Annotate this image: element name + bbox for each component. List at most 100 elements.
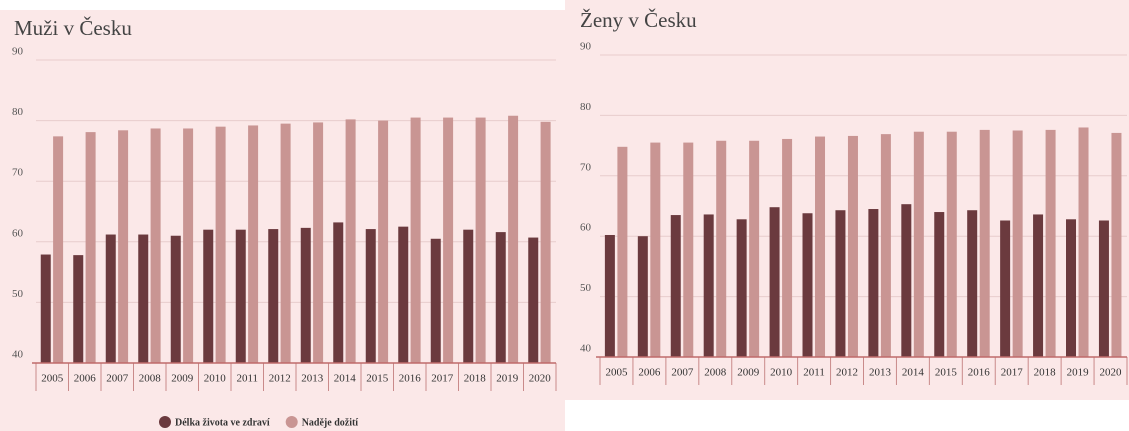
bar (901, 204, 912, 357)
bar (1000, 220, 1011, 357)
bar (1078, 127, 1089, 357)
bar (946, 131, 957, 357)
x-tick-label: 2009 (171, 373, 194, 385)
bar (475, 117, 486, 363)
x-tick-label: 2015 (935, 367, 958, 379)
bar (40, 254, 51, 363)
y-tick-label: 60 (580, 222, 592, 234)
bar (118, 130, 129, 363)
x-tick-label: 2010 (204, 373, 227, 385)
y-tick-label: 80 (12, 106, 24, 118)
bar (203, 229, 214, 363)
x-tick-label: 2016 (968, 367, 991, 379)
bar (815, 136, 826, 357)
bar (268, 229, 279, 363)
x-tick-label: 2008 (139, 373, 162, 385)
x-tick-label: 2020 (1100, 367, 1123, 379)
bar (1033, 214, 1044, 357)
bar (802, 213, 813, 357)
x-tick-label: 2014 (334, 373, 357, 385)
bar (683, 142, 694, 357)
x-tick-label: 2017 (1001, 367, 1024, 379)
bar (430, 238, 441, 363)
x-tick-label: 2017 (431, 373, 454, 385)
bar (769, 207, 780, 357)
bar (847, 135, 858, 357)
bar (1111, 132, 1122, 357)
y-tick-label: 80 (580, 101, 592, 113)
bar (540, 121, 551, 363)
x-tick-label: 2013 (869, 367, 892, 379)
x-tick-label: 2006 (74, 373, 97, 385)
y-tick-label: 90 (580, 41, 592, 53)
bar (248, 125, 259, 363)
bar (333, 222, 344, 363)
y-tick-label: 60 (12, 227, 24, 239)
bar (1066, 219, 1077, 357)
bar (235, 229, 246, 363)
bar (749, 140, 760, 357)
bar (365, 229, 376, 363)
bar (637, 236, 648, 357)
x-tick-label: 2016 (399, 373, 422, 385)
bar (880, 134, 891, 357)
x-tick-label: 2005 (605, 367, 628, 379)
bar (410, 117, 421, 363)
x-tick-label: 2019 (1067, 367, 1090, 379)
x-tick-label: 2015 (366, 373, 389, 385)
bar (508, 115, 519, 363)
bar (782, 138, 793, 357)
x-tick-label: 2008 (704, 367, 727, 379)
x-tick-label: 2007 (106, 373, 129, 385)
bar (73, 255, 84, 363)
bar (85, 132, 96, 363)
y-tick-label: 70 (580, 161, 592, 173)
bar (138, 234, 149, 363)
bar (703, 214, 714, 357)
bar (1098, 220, 1109, 357)
bar (934, 212, 945, 357)
x-tick-label: 2005 (41, 373, 64, 385)
x-tick-label: 2010 (770, 367, 793, 379)
bar (495, 232, 506, 363)
x-tick-label: 2007 (671, 367, 694, 379)
y-tick-label: 40 (12, 349, 24, 361)
x-tick-label: 2019 (496, 373, 519, 385)
x-tick-label: 2012 (836, 367, 858, 379)
bar (463, 229, 474, 363)
x-tick-label: 2018 (464, 373, 487, 385)
x-tick-label: 2012 (269, 373, 291, 385)
bar (150, 128, 161, 363)
bar (868, 209, 879, 357)
bar (1045, 129, 1056, 357)
panel-right (565, 0, 1129, 400)
y-tick-label: 50 (580, 282, 592, 294)
bar (604, 234, 615, 357)
bar (967, 210, 978, 357)
y-tick-label: 70 (12, 167, 24, 179)
legend-label: Délka života ve zdraví (175, 417, 270, 428)
x-tick-label: 2006 (638, 367, 661, 379)
bar (313, 122, 324, 363)
bar (1012, 130, 1023, 357)
bar (913, 131, 924, 357)
legend-label: Naděje dožití (302, 417, 359, 428)
x-tick-label: 2018 (1034, 367, 1057, 379)
bar (345, 119, 356, 363)
bar (617, 146, 628, 357)
chart-title: Muži v Česku (14, 16, 132, 40)
bar (378, 120, 389, 363)
x-tick-label: 2014 (902, 367, 925, 379)
bar (215, 126, 226, 363)
bar (979, 129, 990, 357)
bar (398, 226, 409, 363)
legend-swatch (159, 416, 171, 428)
bar (835, 210, 846, 357)
bar (183, 128, 194, 363)
bar (670, 215, 681, 357)
bar (716, 140, 727, 357)
bar (736, 219, 747, 357)
x-tick-label: 2013 (301, 373, 324, 385)
